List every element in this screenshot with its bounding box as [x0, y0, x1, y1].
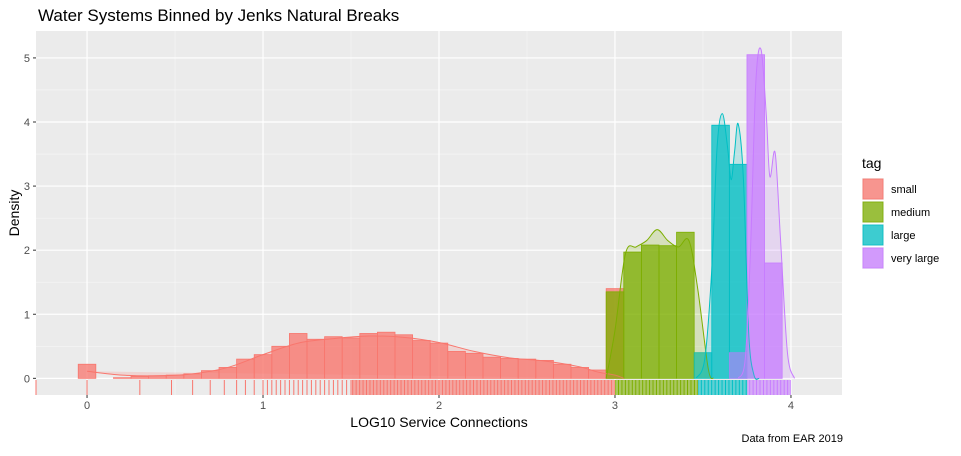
legend-label: very large — [891, 253, 939, 265]
y-tick-label: 5 — [24, 53, 30, 65]
grid-major — [36, 31, 842, 395]
legend-key — [862, 247, 884, 269]
x-axis: 0 1 2 3 4 — [84, 395, 794, 412]
y-tick-label: 1 — [24, 309, 30, 321]
rug-marks — [35, 380, 791, 395]
x-tick-label: 3 — [612, 400, 618, 412]
histogram-bar — [764, 262, 783, 379]
y-axis-title: Density — [6, 190, 22, 237]
chart-caption: Data from EAR 2019 — [741, 433, 844, 445]
x-tick-label: 1 — [260, 400, 266, 412]
x-tick-label: 0 — [84, 400, 90, 412]
x-axis-title: LOG10 Service Connections — [350, 414, 527, 430]
legend-label: small — [891, 184, 917, 196]
histogram-bar — [130, 376, 150, 379]
legend-key — [862, 224, 884, 246]
y-tick-label: 4 — [24, 117, 30, 129]
legend-key — [862, 201, 884, 223]
y-axis: 0 1 2 3 4 5 — [24, 53, 36, 385]
density-curve — [695, 113, 760, 380]
x-tick-label: 2 — [436, 400, 442, 412]
legend-label: large — [891, 230, 915, 242]
chart-title: Water Systems Binned by Jenks Natural Br… — [38, 6, 400, 25]
density-curve — [605, 229, 714, 380]
density-curve — [86, 335, 624, 379]
y-tick-label: 3 — [24, 181, 30, 193]
histogram-bar — [676, 231, 695, 379]
x-tick-label: 4 — [788, 400, 794, 412]
y-tick-label: 0 — [24, 373, 30, 385]
density-curves — [86, 47, 795, 380]
density-curve — [737, 47, 795, 379]
legend: tag small medium large very large — [862, 155, 939, 269]
legend-label: medium — [891, 207, 930, 219]
legend-key — [862, 178, 884, 200]
y-tick-label: 2 — [24, 245, 30, 257]
histogram-bar — [113, 377, 132, 379]
legend-title: tag — [862, 155, 881, 171]
